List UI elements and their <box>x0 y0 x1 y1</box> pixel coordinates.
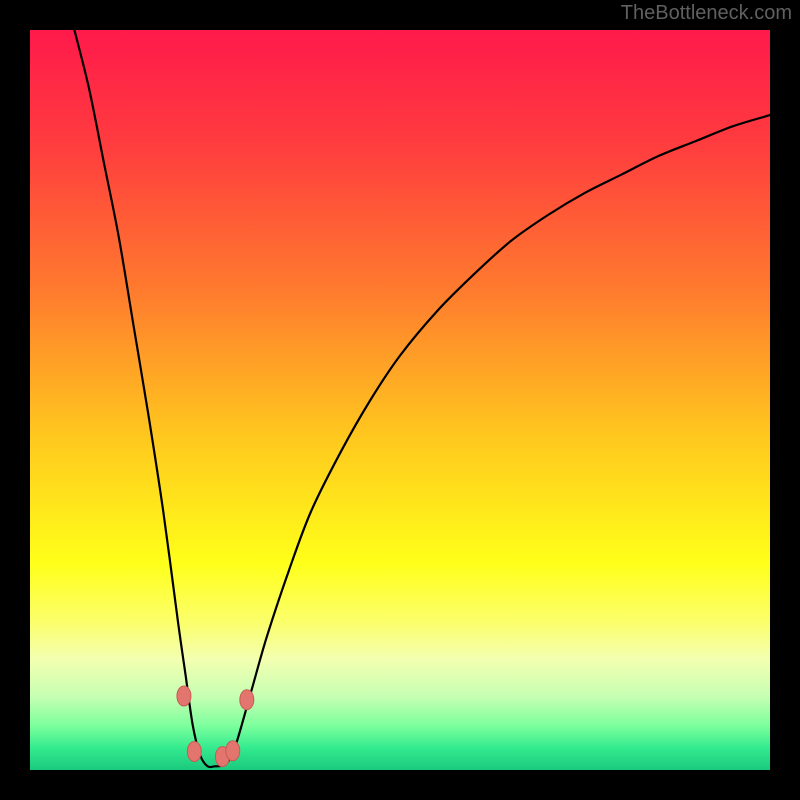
curve-marker-4 <box>240 690 254 710</box>
bottleneck-curve-chart <box>0 0 800 800</box>
chart-container: TheBottleneck.com <box>0 0 800 800</box>
curve-marker-0 <box>177 686 191 706</box>
watermark-label: TheBottleneck.com <box>621 2 792 25</box>
curve-marker-1 <box>187 742 201 762</box>
chart-gradient-background <box>30 30 770 770</box>
curve-marker-3 <box>226 741 240 761</box>
